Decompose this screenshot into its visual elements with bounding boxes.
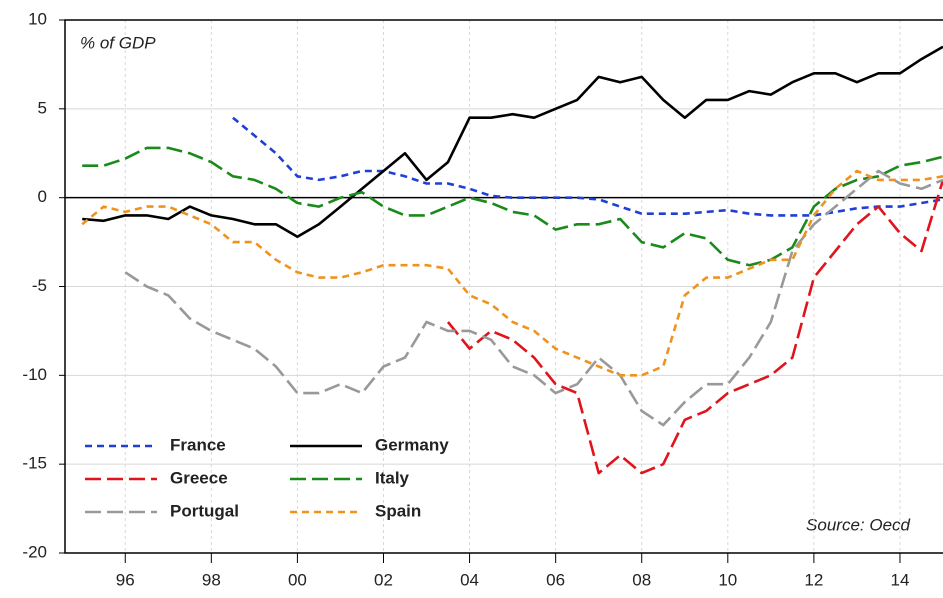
x-tick-label: 02 [374, 570, 393, 589]
x-tick-label: 10 [718, 570, 737, 589]
legend-label: Greece [170, 468, 228, 487]
x-tick-label: 98 [202, 570, 221, 589]
y-tick-label: -15 [22, 454, 47, 473]
y-tick-label: -20 [22, 542, 47, 561]
legend-label: Italy [375, 468, 410, 487]
source-note: Source: Oecd [806, 515, 910, 534]
x-tick-label: 04 [460, 570, 479, 589]
y-tick-label: 10 [28, 9, 47, 28]
series-line [81, 169, 943, 377]
x-tick-label: 12 [804, 570, 823, 589]
x-tick-label: 06 [546, 570, 565, 589]
y-tick-label: 5 [38, 98, 47, 117]
x-tick-label: 14 [890, 570, 909, 589]
legend-label: France [170, 435, 226, 454]
x-tick-label: 96 [116, 570, 135, 589]
x-tick-label: 00 [288, 570, 307, 589]
legend-label: Portugal [170, 501, 239, 520]
y-tick-label: -5 [32, 276, 47, 295]
series-line [124, 169, 943, 427]
y-tick-label: -10 [22, 365, 47, 384]
series-line [446, 179, 943, 475]
y-tick-label: 0 [38, 187, 47, 206]
axis-frame [64, 19, 943, 554]
legend-label: Germany [375, 435, 449, 454]
x-tick-label: 08 [632, 570, 651, 589]
series-line [82, 45, 943, 239]
legend-label: Spain [375, 501, 421, 520]
unit-note: % of GDP [80, 33, 156, 52]
series-line [232, 116, 943, 217]
